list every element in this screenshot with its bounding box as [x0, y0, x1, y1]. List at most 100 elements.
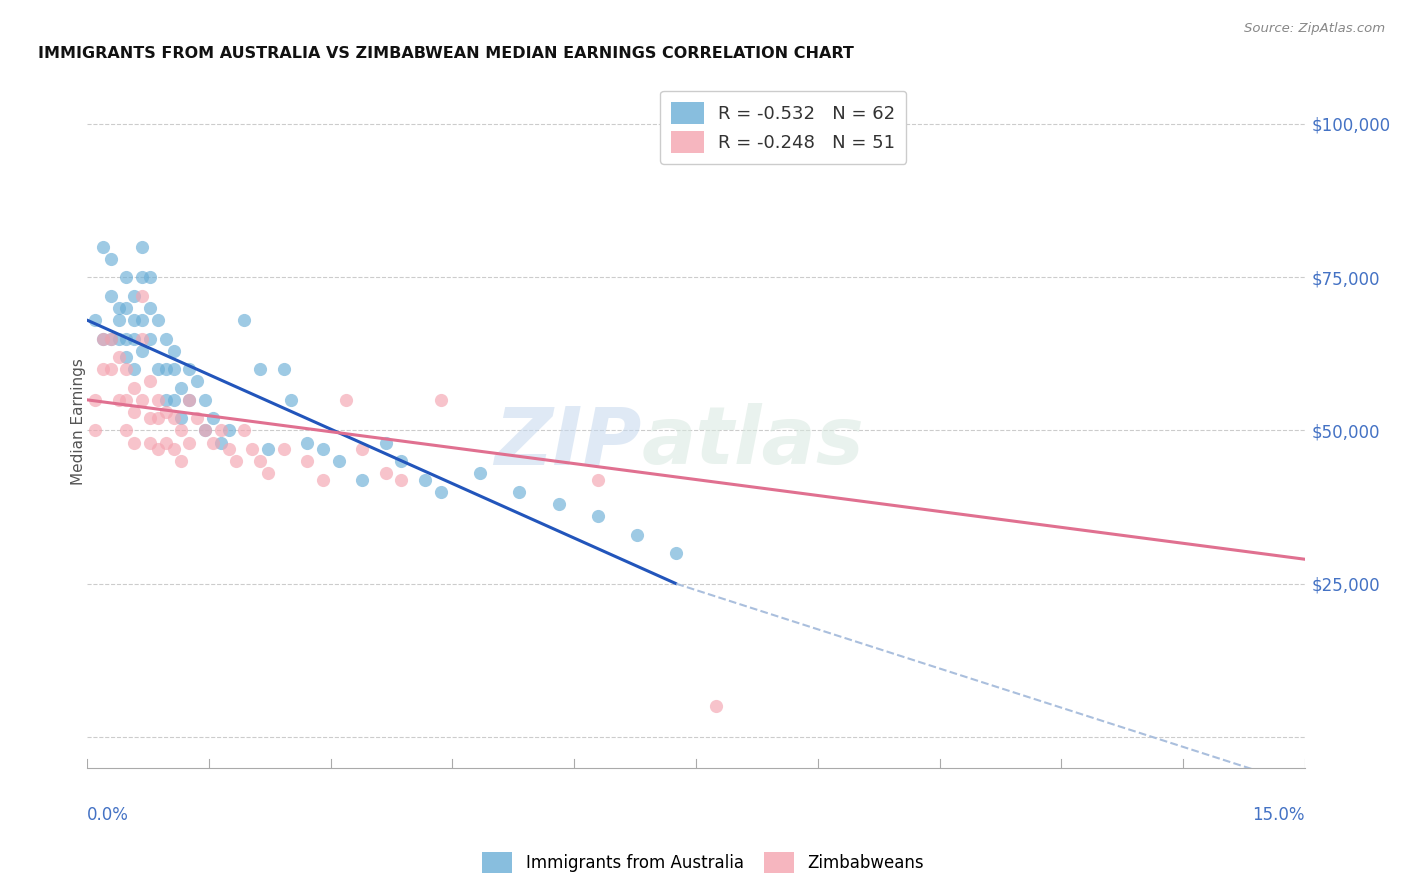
Point	[100, 288, 122, 302]
Point	[162, 343, 184, 358]
Text: ZIP: ZIP	[494, 403, 641, 481]
Point	[107, 392, 129, 407]
Point	[374, 435, 396, 450]
Point	[194, 392, 217, 407]
Point	[170, 411, 193, 425]
Point	[155, 392, 177, 407]
Point	[146, 442, 169, 456]
Point	[122, 313, 145, 327]
Point	[131, 239, 153, 253]
Point	[429, 392, 451, 407]
Point	[194, 424, 217, 438]
Point	[131, 288, 153, 302]
Point	[139, 301, 162, 315]
Point	[468, 467, 491, 481]
Point	[249, 454, 271, 468]
Point	[122, 435, 145, 450]
Point	[209, 424, 232, 438]
Point	[186, 411, 208, 425]
Point	[122, 288, 145, 302]
Point	[256, 442, 278, 456]
Point	[295, 435, 318, 450]
Y-axis label: Median Earnings: Median Earnings	[72, 358, 86, 484]
Point	[139, 332, 162, 346]
Point	[170, 454, 193, 468]
Point	[131, 313, 153, 327]
Point	[162, 411, 184, 425]
Point	[84, 392, 107, 407]
Point	[131, 343, 153, 358]
Point	[146, 411, 169, 425]
Point	[170, 424, 193, 438]
Point	[233, 313, 256, 327]
Point	[209, 435, 232, 450]
Point	[107, 350, 129, 364]
Point	[352, 473, 374, 487]
Point	[139, 435, 162, 450]
Point	[131, 392, 153, 407]
Point	[179, 392, 201, 407]
Point	[201, 411, 224, 425]
Text: 15.0%: 15.0%	[1253, 805, 1305, 824]
Point	[179, 435, 201, 450]
Point	[115, 350, 138, 364]
Point	[335, 392, 357, 407]
Point	[665, 546, 688, 560]
Point	[91, 332, 114, 346]
Point	[704, 699, 727, 714]
Text: atlas: atlas	[641, 403, 863, 481]
Point	[374, 467, 396, 481]
Point	[194, 424, 217, 438]
Point	[162, 362, 184, 376]
Point	[131, 270, 153, 285]
Point	[131, 332, 153, 346]
Text: IMMIGRANTS FROM AUSTRALIA VS ZIMBABWEAN MEDIAN EARNINGS CORRELATION CHART: IMMIGRANTS FROM AUSTRALIA VS ZIMBABWEAN …	[38, 46, 855, 62]
Point	[122, 362, 145, 376]
Point	[107, 313, 129, 327]
Point	[100, 332, 122, 346]
Point	[233, 424, 256, 438]
Point	[91, 332, 114, 346]
Point	[704, 147, 727, 161]
Point	[100, 332, 122, 346]
Point	[413, 473, 436, 487]
Point	[201, 435, 224, 450]
Point	[139, 375, 162, 389]
Point	[249, 362, 271, 376]
Point	[218, 442, 240, 456]
Point	[91, 362, 114, 376]
Point	[146, 392, 169, 407]
Point	[179, 392, 201, 407]
Point	[155, 405, 177, 419]
Point	[146, 313, 169, 327]
Point	[91, 239, 114, 253]
Point	[225, 454, 247, 468]
Point	[328, 454, 350, 468]
Point	[155, 362, 177, 376]
Point	[508, 484, 530, 499]
Point	[273, 362, 295, 376]
Point	[295, 454, 318, 468]
Point	[107, 332, 129, 346]
Point	[115, 301, 138, 315]
Point	[352, 442, 374, 456]
Point	[115, 424, 138, 438]
Point	[547, 497, 569, 511]
Point	[139, 270, 162, 285]
Point	[100, 252, 122, 266]
Point	[115, 392, 138, 407]
Point	[170, 381, 193, 395]
Point	[155, 332, 177, 346]
Point	[115, 270, 138, 285]
Point	[240, 442, 263, 456]
Text: Source: ZipAtlas.com: Source: ZipAtlas.com	[1244, 22, 1385, 36]
Point	[162, 392, 184, 407]
Point	[107, 301, 129, 315]
Point	[429, 484, 451, 499]
Point	[115, 362, 138, 376]
Point	[312, 473, 335, 487]
Point	[139, 411, 162, 425]
Point	[389, 454, 412, 468]
Point	[155, 435, 177, 450]
Point	[586, 473, 609, 487]
